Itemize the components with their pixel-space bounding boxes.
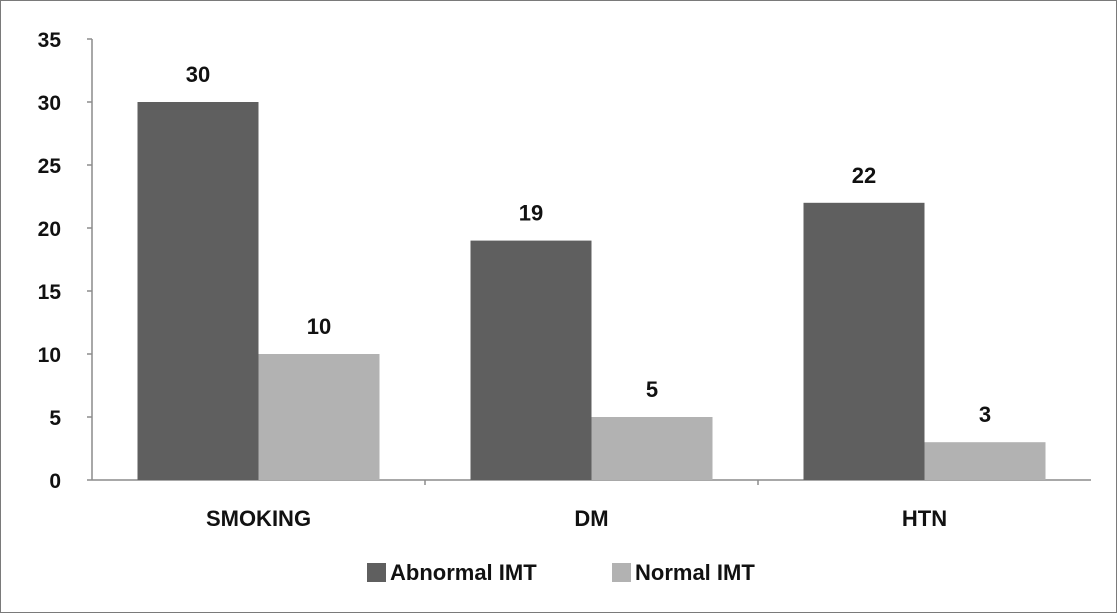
bar-abnormal-imt (803, 202, 925, 481)
x-tick-label: SMOKING (206, 506, 311, 531)
y-tick-label: 10 (38, 344, 61, 367)
y-tick-label: 30 (38, 92, 61, 115)
bar-abnormal-imt (137, 102, 259, 480)
x-axis: SMOKING DM HTN (92, 479, 1091, 531)
x-tick-label: DM (574, 506, 608, 531)
legend-label: Abnormal IMT (390, 560, 537, 585)
bar-normal-imt (258, 354, 380, 480)
legend-swatch (612, 563, 631, 582)
data-label: 30 (186, 62, 210, 87)
data-label: 10 (307, 314, 331, 339)
bar-abnormal-imt (470, 240, 592, 480)
y-tick-label: 0 (49, 470, 61, 493)
data-label: 22 (852, 163, 876, 188)
legend-swatch (367, 563, 386, 582)
data-labels: 30 10 19 5 22 3 (186, 62, 991, 427)
bars (137, 102, 1046, 481)
y-tick-label: 20 (38, 218, 61, 241)
y-tick-label: 25 (38, 155, 62, 178)
bar-normal-imt (924, 442, 1046, 480)
bar-normal-imt (591, 417, 713, 480)
x-tick-label: HTN (902, 506, 947, 531)
y-tick-label: 35 (38, 29, 62, 52)
y-tick-label: 15 (38, 281, 62, 304)
data-label: 5 (646, 377, 658, 402)
y-axis: 0 5 10 15 20 25 30 35 (38, 29, 93, 493)
legend: Abnormal IMT Normal IMT (367, 560, 755, 585)
data-label: 19 (519, 201, 543, 226)
y-tick-label: 5 (49, 407, 61, 430)
legend-label: Normal IMT (635, 560, 755, 585)
data-label: 3 (979, 402, 991, 427)
